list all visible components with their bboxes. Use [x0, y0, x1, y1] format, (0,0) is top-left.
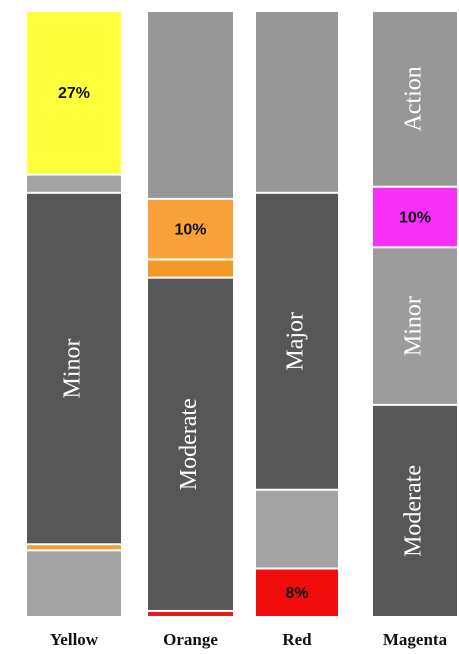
segment — [148, 278, 233, 610]
category-label: Magenta — [383, 630, 448, 649]
value-label: 8% — [285, 585, 308, 602]
segment — [148, 260, 233, 277]
segment — [256, 12, 338, 192]
segment-label: Minor — [401, 296, 427, 356]
segment — [27, 12, 121, 174]
segment — [27, 175, 121, 192]
segment — [27, 545, 121, 550]
segment — [148, 199, 233, 259]
segment-label: Minor — [60, 339, 86, 399]
segment — [373, 248, 457, 404]
segment-label: Moderate — [401, 465, 427, 557]
segment — [27, 193, 121, 544]
segment — [256, 569, 338, 616]
segment-label: Major — [283, 312, 309, 371]
segment — [373, 405, 457, 616]
segment — [148, 611, 233, 616]
segment-label: Action — [401, 66, 427, 131]
segment — [373, 12, 457, 186]
segment-label: Moderate — [176, 398, 202, 490]
category-label: Red — [282, 630, 312, 649]
segment — [373, 187, 457, 247]
category-label: Yellow — [50, 630, 99, 649]
category-label: Orange — [163, 630, 218, 649]
segment — [148, 12, 233, 198]
value-label: 27% — [58, 85, 90, 102]
value-label: 10% — [174, 221, 206, 238]
segment — [27, 551, 121, 616]
segment — [256, 490, 338, 568]
segment — [256, 193, 338, 489]
value-label: 10% — [399, 209, 431, 226]
